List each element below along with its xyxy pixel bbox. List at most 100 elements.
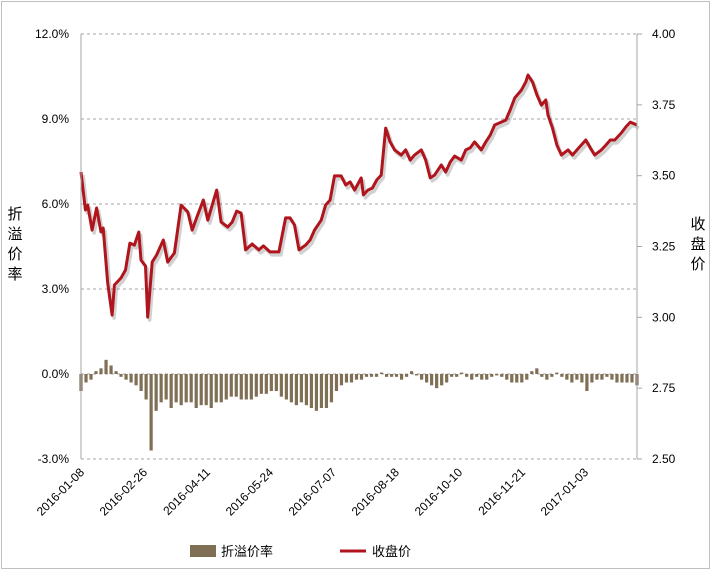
premium-bar — [134, 374, 138, 386]
premium-bar — [149, 374, 153, 451]
premium-bar — [334, 374, 339, 391]
premium-bar — [545, 374, 549, 380]
premium-bar — [174, 374, 178, 403]
left-tick-label: -3.0% — [38, 452, 70, 466]
premium-bar — [399, 374, 404, 380]
premium-bar — [109, 365, 113, 374]
premium-bar — [615, 374, 619, 383]
premium-bar — [500, 374, 504, 377]
left-tick-label: 9.0% — [42, 112, 70, 126]
premium-bar — [239, 374, 243, 400]
premium-bar — [490, 374, 494, 377]
premium-bar — [364, 374, 369, 377]
premium-bar — [409, 371, 414, 374]
premium-bar — [505, 374, 509, 380]
axes: 12.0% 9.0% 6.0% 3.0% 0.0% -3.0% 4.00 3.75 3.50 3.… — [34, 27, 676, 519]
premium-bar — [475, 374, 479, 377]
premium-bar — [610, 374, 614, 380]
premium-bar — [455, 374, 459, 377]
premium-bar — [314, 374, 319, 411]
premium-bar — [164, 374, 168, 400]
premium-bar — [510, 374, 514, 383]
premium-bar — [289, 374, 293, 403]
premium-bar — [379, 372, 384, 374]
premium-bar — [470, 374, 474, 380]
premium-bar — [565, 374, 569, 380]
premium-bar — [430, 374, 434, 386]
premium-bar — [580, 374, 584, 383]
premium-bar — [389, 374, 394, 377]
premium-bar — [344, 374, 349, 383]
right-tick-label: 3.75 — [652, 98, 676, 112]
x-tick-label: 2016-01-08 — [34, 465, 88, 519]
premium-bar — [159, 374, 163, 403]
premium-bar — [625, 374, 629, 383]
right-tick-label: 3.25 — [652, 240, 676, 254]
premium-bar — [304, 374, 309, 406]
premium-bar — [394, 374, 399, 377]
premium-bar — [520, 374, 524, 383]
premium-bar — [84, 374, 88, 383]
premium-bar — [309, 374, 314, 408]
x-tick-label: 2016-04-11 — [160, 465, 213, 518]
premium-bar — [94, 371, 98, 374]
premium-bar — [384, 374, 389, 377]
premium-bar — [630, 374, 634, 383]
price-line-layer — [79, 73, 640, 322]
premium-bar — [104, 359, 108, 374]
right-tick-label: 3.50 — [652, 169, 676, 183]
premium-bar — [329, 374, 334, 403]
price-line — [79, 73, 638, 319]
premium-bar — [570, 374, 574, 383]
premium-bar — [224, 374, 228, 400]
premium-bars — [79, 359, 639, 451]
premium-bar — [359, 374, 364, 380]
gridlines — [81, 33, 637, 460]
premium-bar — [129, 374, 133, 383]
premium-bar — [435, 374, 439, 389]
premium-bar — [254, 374, 258, 397]
premium-bar — [585, 374, 589, 391]
premium-bar — [339, 374, 344, 386]
x-tick-label: 2016-08-18 — [349, 465, 403, 519]
premium-bar — [530, 371, 534, 374]
x-tick-label: 2016-02-26 — [97, 465, 151, 519]
premium-bar — [119, 374, 123, 377]
premium-bar — [299, 374, 303, 403]
premium-bar — [620, 374, 624, 383]
premium-bar — [184, 374, 188, 403]
premium-bar — [234, 374, 238, 397]
legend: 折溢价率 收盘价 — [190, 544, 411, 559]
legend-label-premium: 折溢价率 — [221, 544, 273, 559]
premium-bar — [425, 374, 429, 383]
x-tick-label: 2017-01-03 — [538, 465, 592, 519]
x-tick-label: 2016-10-10 — [412, 465, 466, 519]
premium-bar — [219, 374, 223, 403]
premium-bar — [590, 374, 594, 383]
premium-bar — [555, 372, 559, 374]
premium-bar — [144, 374, 148, 400]
legend-swatch-premium — [190, 545, 216, 557]
x-tick-label: 2016-11-21 — [475, 465, 528, 518]
premium-bar — [525, 374, 529, 380]
premium-bar — [274, 374, 278, 391]
left-tick-label: 0.0% — [42, 367, 70, 381]
premium-bar — [89, 374, 93, 380]
premium-bar — [480, 374, 484, 380]
right-tick-label: 2.50 — [652, 452, 676, 466]
premium-bar — [179, 374, 183, 406]
premium-bar — [189, 374, 193, 403]
premium-bar — [495, 374, 499, 376]
left-tick-label: 6.0% — [42, 197, 70, 211]
right-tick-label: 2.75 — [652, 381, 676, 395]
premium-bar — [279, 374, 283, 397]
left-tick-label: 12.0% — [35, 27, 69, 41]
premium-bar — [294, 374, 298, 406]
premium-bar — [139, 374, 143, 391]
premium-bar — [154, 374, 158, 411]
premium-bar — [445, 374, 449, 383]
premium-bar — [284, 374, 288, 400]
premium-bar — [99, 368, 103, 374]
